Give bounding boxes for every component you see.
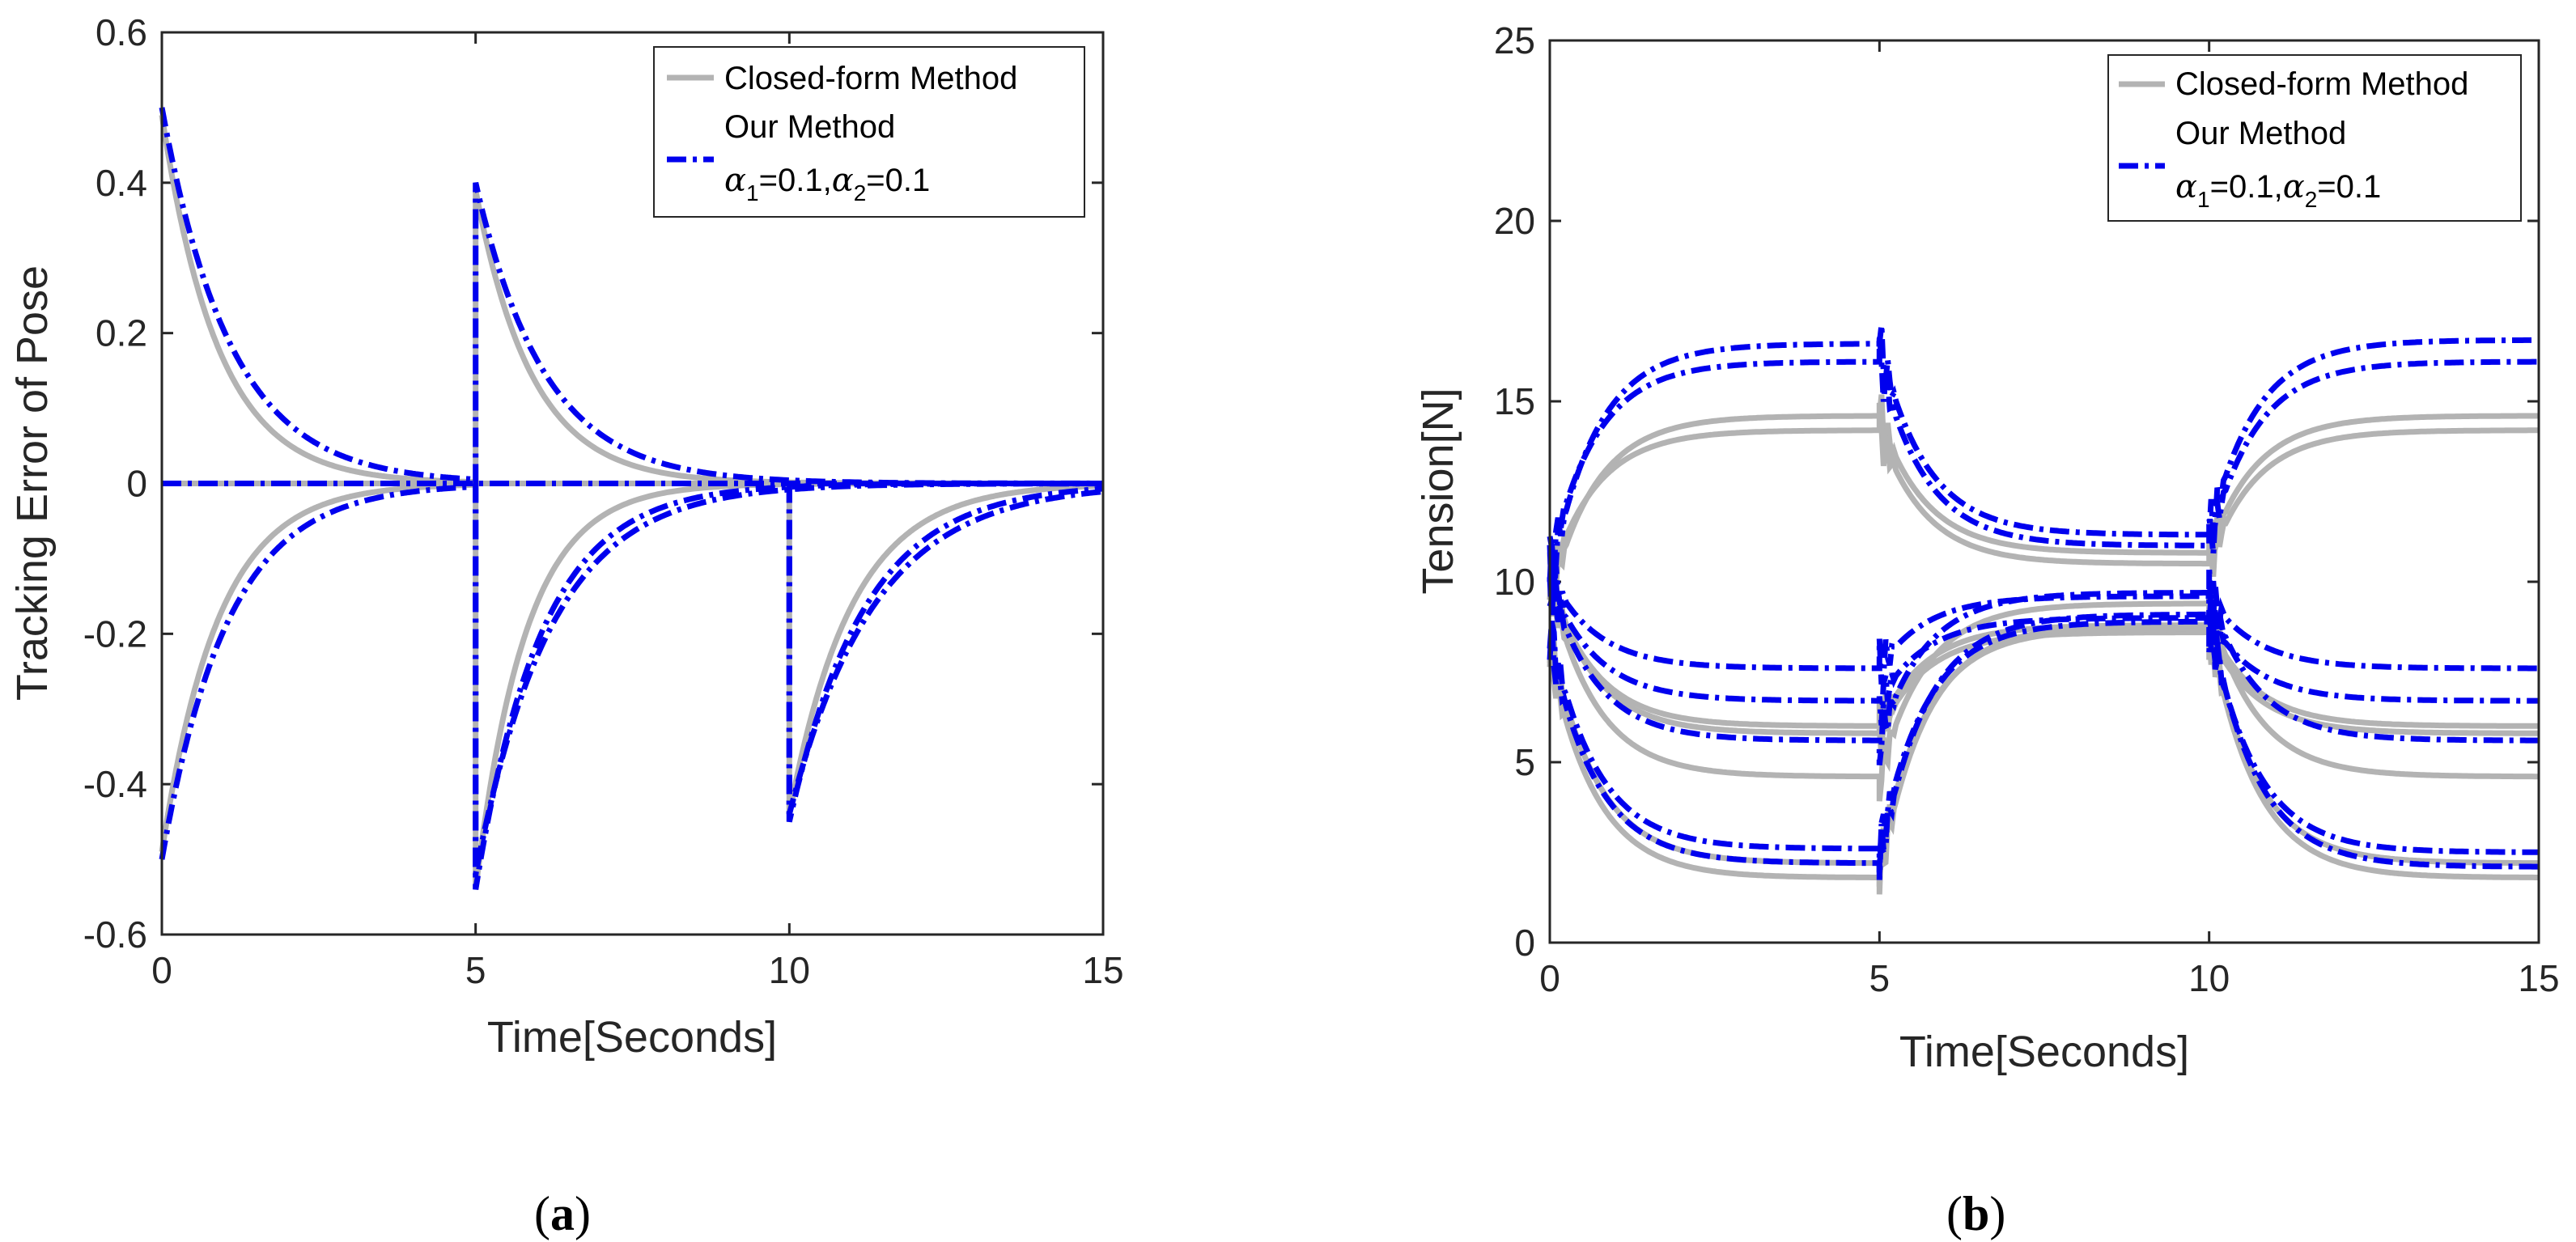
closed-form-line-a: [159, 481, 476, 853]
closed-form-line-a: [159, 114, 476, 485]
our-method-line-a: [159, 107, 476, 483]
y-axis-label-a: Tracking Error of Pose: [8, 265, 57, 701]
x-tick-label: 0: [1539, 957, 1560, 999]
legend-b: Closed-form Method Our Method α1=0.1,α2=…: [2107, 54, 2522, 222]
closed-form-line-b: [1547, 574, 2539, 802]
panel-label-a: (a): [534, 1187, 591, 1240]
closed-form-line-b: [1547, 402, 2539, 594]
x-tick-label: 15: [2518, 957, 2559, 999]
y-tick-label: -0.2: [83, 613, 147, 655]
legend-alpha1-value-a: 0.1: [778, 163, 823, 198]
legend-alpha2-value-a: 0.1: [885, 163, 931, 198]
y-tick-label: 25: [1494, 19, 1535, 61]
x-tick-label: 5: [1869, 957, 1891, 999]
y-tick-label: 15: [1494, 380, 1535, 422]
chart-a: 0 5 10 15 -0.6 -0.4 -0.2 0 0.2 0.4 0.6 Closed-form…: [8, 11, 1124, 1240]
x-tick-label: 10: [769, 949, 810, 991]
x-axis-label-a: Time[Seconds]: [487, 1013, 777, 1062]
axes-box-b: [1548, 39, 2540, 944]
series-group-b: [1547, 324, 2540, 895]
our-method-line-b: [1547, 576, 2539, 726]
y-tick-label: 5: [1514, 741, 1535, 783]
our-method-line-b: [1547, 596, 2539, 873]
legend-alpha2-value-b: 0.1: [2336, 169, 2382, 205]
y-tick-label: -0.4: [83, 763, 147, 805]
tick-group-a: 0 5 10 15 -0.6 -0.4 -0.2 0 0.2 0.4 0.6: [83, 11, 1124, 991]
y-tick-label: 0.6: [95, 11, 147, 53]
y-axis-label-b: Tension[N]: [1414, 388, 1462, 594]
y-tick-label: 0.2: [95, 312, 147, 354]
legend-box-b: [2107, 54, 2522, 222]
legend-label-alpha-a: α1=0.1,α2=0.1: [724, 162, 930, 206]
panel-letter-a: a: [550, 1187, 575, 1240]
legend-label-closed-a: Closed-form Method: [724, 61, 1017, 96]
legend-label-ours-a: Our Method: [724, 109, 895, 145]
x-tick-label: 10: [2188, 957, 2230, 999]
x-axis-label-b: Time[Seconds]: [1899, 1028, 2189, 1076]
legend-label-closed-b: Closed-form Method: [2175, 66, 2468, 102]
y-tick-label: 0: [1514, 922, 1535, 964]
closed-form-line-b: [1547, 622, 2540, 895]
legend-label-ours-b: Our Method: [2175, 116, 2346, 151]
x-tick-label: 0: [151, 949, 172, 991]
panel-label-b: (b): [1946, 1187, 2005, 1240]
axes-box-a: [160, 31, 1105, 936]
y-tick-label: 20: [1494, 200, 1535, 242]
y-tick-label: 10: [1494, 561, 1535, 603]
our-method-line-a: [786, 483, 1104, 823]
legend-box-a: [653, 46, 1085, 218]
tick-group-b: 0 5 10 15 0 5 10 15 20 25: [1494, 19, 2560, 999]
series-group-a: [159, 107, 1104, 890]
legend-a: Closed-form Method Our Method α1=0.1,α2=…: [653, 46, 1085, 218]
our-method-line-a: [473, 182, 1103, 486]
our-method-line-b: [1547, 615, 2539, 880]
y-tick-label: 0.4: [95, 162, 147, 204]
closed-form-line-b: [1547, 607, 2539, 888]
our-method-line-a: [473, 481, 1103, 890]
panel-letter-b: b: [1963, 1187, 1989, 1240]
our-method-line-b: [1547, 333, 2539, 571]
closed-form-line-b: [1547, 394, 2539, 600]
x-tick-label: 5: [465, 949, 486, 991]
legend-label-alpha-b: α1=0.1,α2=0.1: [2175, 168, 2381, 212]
legend-alpha1-value-b: 0.1: [2229, 169, 2274, 205]
x-tick-label: 15: [1082, 949, 1123, 991]
closed-form-line-a: [786, 482, 1103, 815]
our-method-line-a: [786, 483, 1104, 816]
our-method-line-b: [1547, 324, 2539, 583]
y-tick-label: 0: [126, 463, 147, 505]
y-tick-label: -0.6: [83, 913, 147, 956]
our-method-line-b: [1547, 545, 2539, 685]
chart-b: 0 5 10 15 0 5 10 15 20 25 Closed-form Method Our …: [1414, 19, 2560, 1240]
